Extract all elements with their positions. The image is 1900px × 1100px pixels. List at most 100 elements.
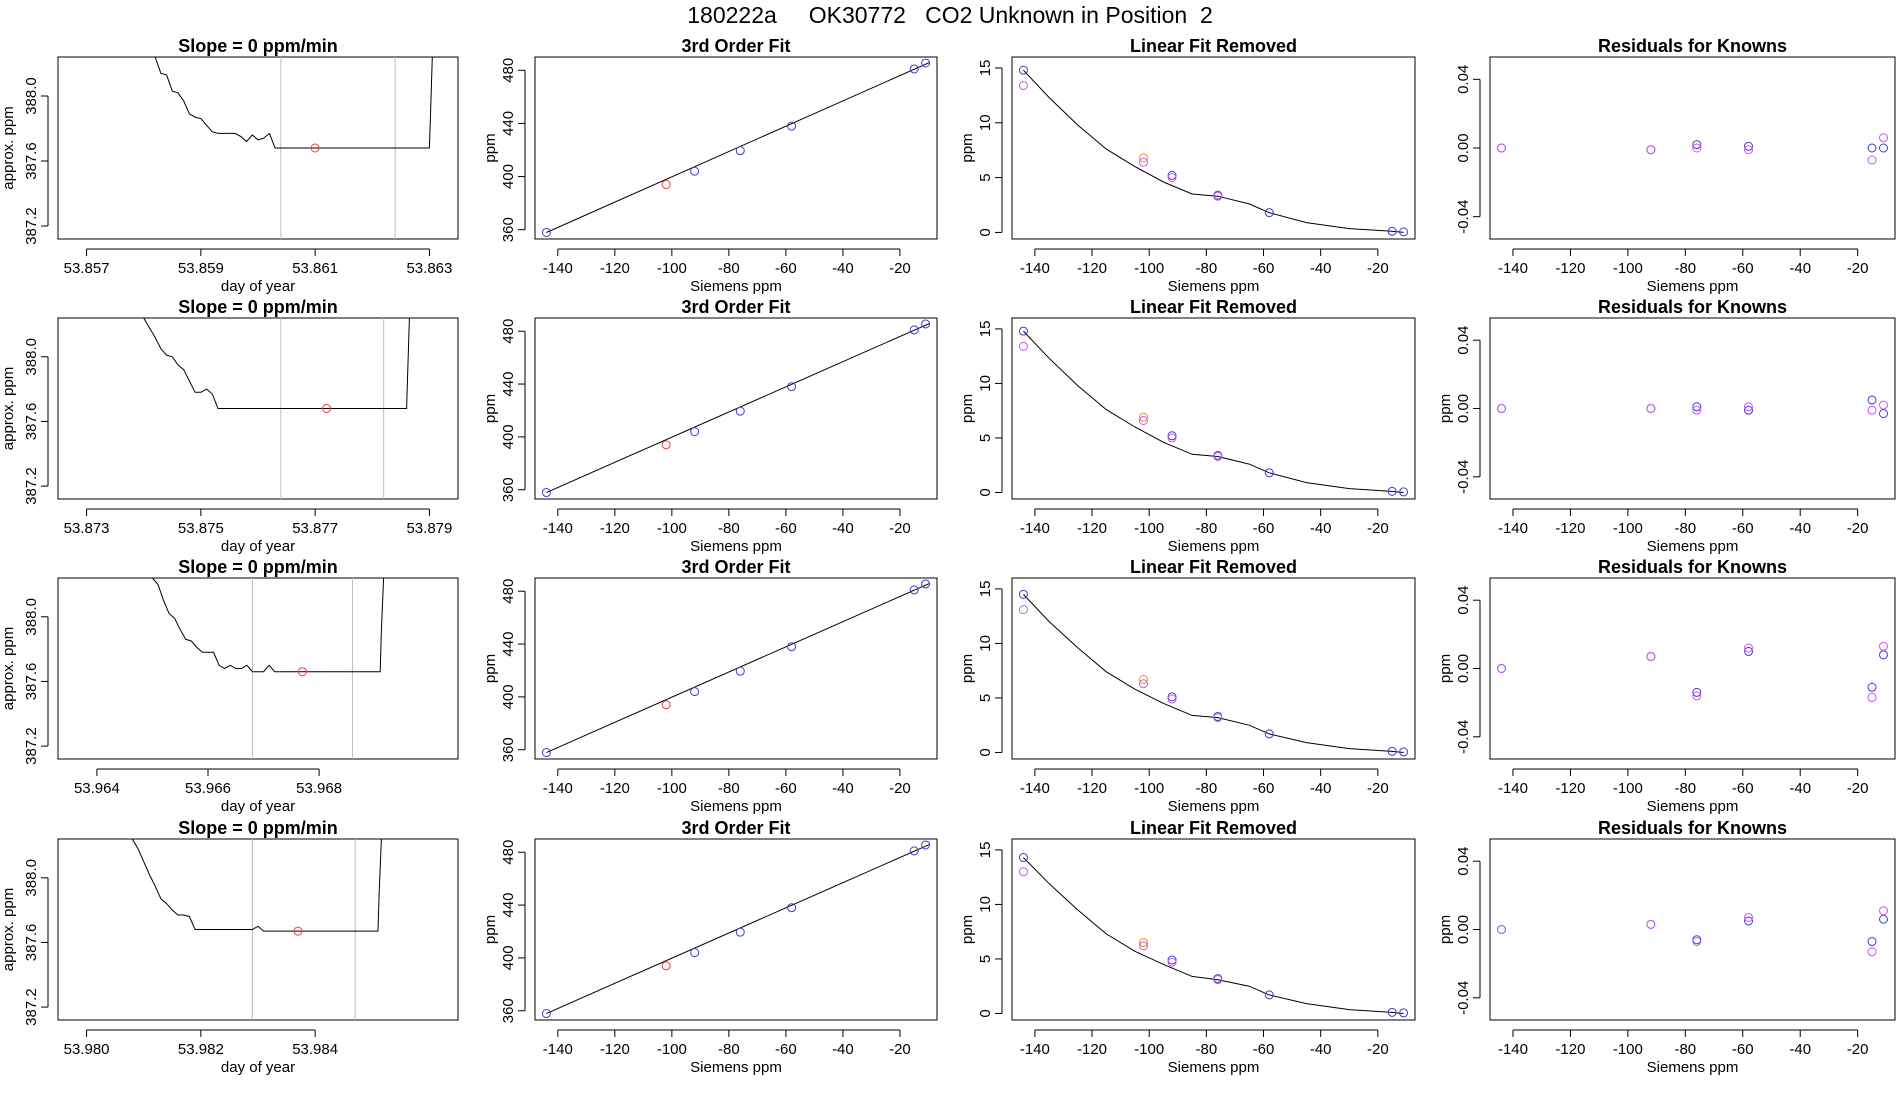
- known-point: [735, 927, 745, 937]
- known-point: [1744, 646, 1754, 656]
- plot-frame: [534, 317, 938, 500]
- y-tick-label: 360: [500, 217, 517, 242]
- plot-area: [1018, 853, 1409, 1018]
- plot-frame: [1011, 56, 1416, 240]
- known-point: [1744, 643, 1754, 653]
- known-point: [1213, 713, 1223, 723]
- known-point: [541, 748, 551, 758]
- known-point: [1692, 143, 1702, 153]
- x-tick-label: -20: [889, 520, 911, 537]
- known-point: [1264, 468, 1274, 478]
- x-tick-label: -60: [775, 780, 797, 797]
- known-point: [1167, 431, 1177, 441]
- x-tick-label: -140: [543, 1041, 573, 1058]
- known-point: [1867, 405, 1877, 415]
- plot-frame: [534, 838, 938, 1021]
- known-point: [1387, 486, 1397, 496]
- known-point: [1167, 173, 1177, 183]
- x-tick-label: -120: [1555, 260, 1585, 277]
- known-point: [690, 687, 700, 697]
- y-tick-label: 15: [977, 321, 994, 338]
- x-tick-label: -60: [1732, 520, 1754, 537]
- x-tick-label: -40: [832, 1041, 854, 1058]
- known-point: [1167, 694, 1177, 704]
- x-tick-label: -80: [718, 1041, 740, 1058]
- plot-frame: [1011, 838, 1416, 1021]
- x-axis-label: Siemens ppm: [690, 278, 782, 295]
- x-tick-label: -60: [1732, 260, 1754, 277]
- x-tick-label: -120: [600, 1041, 630, 1058]
- y-axis-label: ppm: [482, 654, 499, 683]
- y-tick-label: 360: [500, 477, 517, 502]
- x-tick-label: -20: [1847, 520, 1869, 537]
- x-tick-label: -60: [775, 520, 797, 537]
- x-tick-label: -120: [1077, 260, 1107, 277]
- x-tick-label: -40: [1310, 1041, 1332, 1058]
- x-tick-label: 53.873: [64, 520, 110, 537]
- x-tick-label: -40: [832, 780, 854, 797]
- x-tick-label: -80: [1196, 1041, 1218, 1058]
- y-tick-label: 387.2: [23, 727, 40, 765]
- known-point: [1879, 650, 1889, 660]
- known-point: [1496, 143, 1506, 153]
- known-point: [921, 58, 931, 68]
- y-tick-label: 0.00: [1455, 915, 1472, 944]
- plot-frame: [57, 577, 459, 760]
- known-point: [1867, 947, 1877, 957]
- y-tick-label: 5: [977, 173, 994, 181]
- x-tick-label: -20: [889, 1041, 911, 1058]
- y-tick-label: 440: [500, 893, 517, 918]
- known-point: [1167, 692, 1177, 702]
- x-axis-label: day of year: [221, 538, 295, 555]
- y-tick-label: -0.04: [1455, 200, 1472, 234]
- x-tick-label: -120: [600, 520, 630, 537]
- x-tick-label: 53.857: [64, 260, 110, 277]
- known-point: [1387, 226, 1397, 236]
- known-point: [1018, 605, 1028, 615]
- known-point: [1264, 208, 1274, 218]
- known-point: [1867, 682, 1877, 692]
- x-tick-label: -140: [543, 780, 573, 797]
- x-axis-label: day of year: [221, 278, 295, 295]
- known-point: [1692, 691, 1702, 701]
- plot-frame: [534, 56, 938, 240]
- x-tick-label: -100: [657, 780, 687, 797]
- known-point: [921, 579, 931, 589]
- x-tick-label: -100: [1134, 780, 1164, 797]
- series-line: [131, 839, 382, 932]
- x-tick-label: -20: [1367, 780, 1389, 797]
- x-tick-label: -80: [1674, 260, 1696, 277]
- x-tick-label: -60: [1253, 520, 1275, 537]
- y-axis-label: ppm: [1437, 394, 1454, 423]
- y-axis-label: ppm: [1437, 654, 1454, 683]
- x-tick-label: -40: [1789, 1041, 1811, 1058]
- x-tick-label: -140: [1020, 1041, 1050, 1058]
- panel-r1-c1: Slope = 0 ppm/min 53.857 53.859 53.861 53.86…: [0, 36, 459, 295]
- x-axis-label: Siemens ppm: [690, 798, 782, 815]
- x-tick-label: 53.863: [406, 260, 452, 277]
- y-tick-label: 480: [500, 579, 517, 604]
- x-tick-label: -40: [1310, 780, 1332, 797]
- known-point: [921, 319, 931, 329]
- x-tick-label: -140: [1498, 780, 1528, 797]
- y-tick-label: 5: [977, 955, 994, 963]
- y-axis-label: ppm: [959, 915, 976, 944]
- x-tick-label: -140: [1020, 260, 1050, 277]
- y-tick-label: 388.0: [23, 338, 40, 376]
- y-tick-label: 387.2: [23, 207, 40, 245]
- panel-title: Residuals for Knowns: [1598, 297, 1787, 317]
- fit-curve: [1023, 857, 1404, 1014]
- panel-title: 3rd Order Fit: [681, 557, 790, 577]
- plot-area: [1496, 906, 1889, 957]
- plot-area: [154, 57, 433, 239]
- y-axis-label: ppm: [482, 394, 499, 423]
- x-tick-label: 53.877: [292, 520, 338, 537]
- y-tick-label: 0: [977, 1009, 994, 1017]
- known-point: [1018, 867, 1028, 877]
- known-point: [541, 227, 551, 237]
- known-point: [909, 64, 919, 74]
- y-tick-label: -0.04: [1455, 460, 1472, 494]
- known-point: [1399, 487, 1409, 497]
- fit-curve: [1023, 594, 1404, 753]
